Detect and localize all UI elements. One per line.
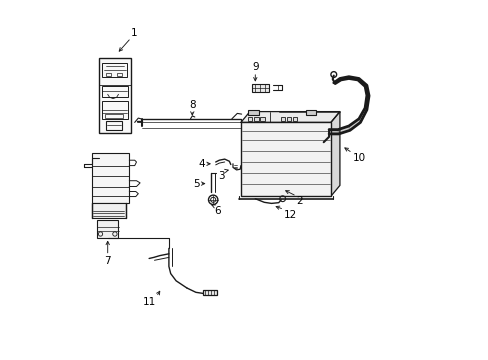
Text: 11: 11 — [143, 297, 156, 307]
Polygon shape — [339, 77, 348, 80]
Bar — [203, 290, 217, 295]
Bar — [99, 58, 131, 133]
Bar — [292, 117, 296, 121]
Polygon shape — [358, 108, 366, 122]
Bar — [251, 84, 268, 92]
Polygon shape — [328, 130, 338, 134]
Polygon shape — [357, 78, 366, 86]
Bar — [91, 153, 129, 203]
Bar — [102, 101, 128, 119]
Bar — [260, 117, 264, 121]
Text: 12: 12 — [284, 210, 297, 220]
Text: 4: 4 — [198, 159, 204, 169]
Bar — [305, 110, 316, 115]
Text: 10: 10 — [352, 153, 365, 163]
Bar — [286, 117, 290, 121]
Polygon shape — [241, 112, 339, 122]
Bar — [241, 122, 330, 196]
Text: 5: 5 — [192, 179, 199, 189]
Polygon shape — [365, 85, 368, 96]
Bar — [254, 117, 258, 121]
Bar — [247, 117, 252, 121]
Bar — [106, 73, 111, 76]
Text: 8: 8 — [188, 100, 195, 110]
Bar — [106, 121, 122, 130]
Bar — [97, 220, 118, 238]
Polygon shape — [348, 77, 358, 80]
Text: 7: 7 — [104, 256, 111, 266]
Bar — [105, 114, 123, 118]
Polygon shape — [333, 78, 340, 84]
Polygon shape — [337, 126, 349, 134]
Bar — [280, 117, 284, 121]
Bar — [117, 73, 122, 76]
Bar — [102, 63, 127, 77]
Text: 2: 2 — [296, 196, 303, 206]
Text: 9: 9 — [251, 62, 258, 72]
Text: 6: 6 — [213, 206, 220, 216]
Bar — [102, 86, 128, 97]
Text: 1: 1 — [131, 28, 138, 38]
Text: 3: 3 — [218, 171, 224, 181]
Bar — [247, 110, 258, 115]
Bar — [91, 203, 125, 218]
Circle shape — [208, 195, 218, 204]
Polygon shape — [330, 112, 339, 196]
Polygon shape — [365, 95, 368, 110]
Polygon shape — [348, 119, 360, 130]
